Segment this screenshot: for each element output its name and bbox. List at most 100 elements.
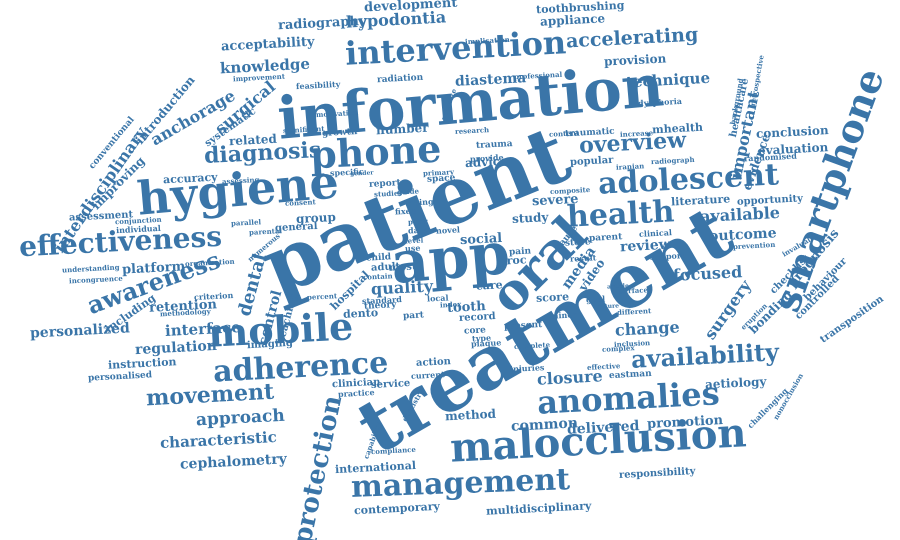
word-200: pain (508, 245, 532, 258)
word-112: growth (321, 126, 358, 139)
word-67: multidisciplinary (485, 498, 592, 518)
word-64: aetiology (704, 374, 767, 392)
word-128: current (410, 369, 445, 381)
word-44: delivered (566, 418, 640, 438)
word-142: research (454, 124, 490, 136)
word-84: opportunity (736, 193, 804, 208)
word-90: social (459, 230, 503, 248)
word-143: content (548, 127, 580, 139)
word-23: accelerating (565, 23, 699, 52)
word-170: goal (585, 293, 605, 305)
word-168: type (471, 332, 491, 344)
word-101: child (365, 251, 391, 264)
word-66: contemporary (353, 499, 441, 517)
word-70: personalised (87, 369, 153, 384)
word-163: practice (337, 387, 375, 399)
word-68: international (334, 458, 416, 476)
word-154: assessing (221, 174, 260, 186)
word-32: acceptability (220, 34, 315, 54)
word-108: randomised (743, 150, 797, 164)
word-180: most (388, 261, 417, 274)
word-47: focused (672, 262, 743, 285)
word-140: trauma (475, 138, 513, 151)
word-54: platform (121, 258, 186, 278)
word-113: radiation (376, 72, 424, 85)
word-129: injuries (509, 362, 545, 374)
word-144: increase (619, 127, 653, 139)
word-146: support (649, 250, 685, 262)
word-188: motivation (315, 107, 359, 119)
word-73: group (295, 209, 337, 227)
word-134: improvement (232, 71, 286, 83)
word-141: provide (469, 152, 504, 164)
word-137: dysphoria (637, 95, 683, 109)
word-195: complex (601, 342, 635, 354)
word-42: cephalometry (179, 451, 287, 473)
word-45: promotion (646, 412, 724, 432)
word-153: conjunction (114, 214, 162, 226)
word-181: part (402, 309, 424, 322)
word-160: gender (349, 169, 374, 178)
word-91: study (511, 210, 549, 226)
word-162: compliance (370, 444, 416, 456)
word-177: standard (361, 293, 403, 307)
word-40: approach (195, 405, 285, 430)
word-120: parent (588, 231, 623, 244)
word-17: availability (630, 337, 780, 374)
word-190: guide (396, 185, 420, 197)
word-122: result (569, 252, 597, 264)
word-96: record (458, 311, 496, 324)
word-121: clinical (638, 227, 672, 239)
word-88: number (375, 120, 429, 138)
word-193: present (503, 319, 543, 332)
word-123: fixed (394, 205, 417, 217)
word-179: contain (362, 270, 393, 282)
word-151: organisation (184, 256, 235, 268)
word-158: consent (284, 196, 316, 208)
word-33: radiography (277, 13, 367, 33)
word-185: date (407, 224, 428, 236)
word-46: change (614, 317, 680, 340)
word-83: literature (670, 191, 731, 209)
word-69: instruction (107, 354, 177, 372)
word-85: provision (603, 51, 667, 69)
word-186: composite (549, 184, 591, 196)
word-175: different (616, 305, 652, 317)
word-97: score (535, 289, 569, 305)
word-126: significant (282, 123, 325, 135)
word-35: technique (625, 68, 711, 91)
word-191: novel (435, 224, 461, 236)
word-103: method (444, 406, 496, 424)
word-105: action (415, 356, 451, 369)
word-65: responsibility (618, 466, 696, 481)
word-22: movement (145, 378, 275, 412)
word-169: minor (549, 309, 577, 321)
word-155: parallel (230, 216, 262, 228)
word-132: professional (513, 69, 563, 81)
word-87: toothbrushing (535, 0, 625, 16)
word-145: prevention (732, 239, 776, 251)
word-150: incongruence (68, 273, 123, 285)
word-194: complete (513, 339, 551, 351)
word-38: surgery (700, 276, 756, 344)
word-147: criterion (193, 289, 234, 303)
word-124: rating (405, 196, 434, 208)
word-183: level (404, 235, 424, 245)
word-106: eastman (608, 368, 652, 381)
word-159: primary (422, 166, 454, 178)
word-114: feasibility (295, 78, 341, 92)
word-199: future (597, 302, 619, 311)
word-139: radiograph (650, 154, 695, 166)
word-192: index (439, 298, 462, 310)
word-138: iranian (615, 160, 645, 172)
word-74: related (228, 131, 278, 149)
word-136: retrospective (747, 53, 766, 107)
word-41: characteristic (159, 427, 277, 452)
word-131: effective (586, 360, 621, 372)
word-63: transposition (817, 293, 886, 346)
word-98: care (475, 277, 503, 293)
word-148: methodology (159, 306, 211, 318)
word-50: interface (164, 317, 242, 340)
word-178: percent (306, 290, 338, 302)
